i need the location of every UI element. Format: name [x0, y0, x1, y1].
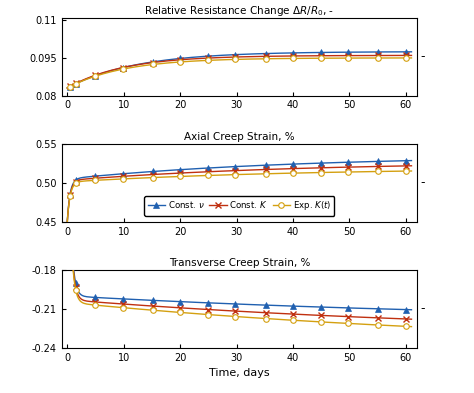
Const. $K$ [301, 53, 307, 58]
Const. $K$ [161, 305, 167, 309]
Exp. $K(t)$ [79, 299, 84, 304]
Const. $\nu$ [68, 229, 74, 234]
Const. $\nu$ [252, 302, 257, 307]
Line: Const. $K$: Const. $K$ [64, 34, 414, 322]
Const. $K$ [252, 167, 257, 172]
Const. $K$ [68, 232, 74, 237]
Exp. $K(t)$ [301, 319, 307, 323]
Exp. $K(t)$ [409, 324, 414, 329]
Const. $\nu$ [252, 51, 257, 56]
Line: Exp. $K(t)$: Exp. $K(t)$ [64, 34, 414, 329]
Text: -: - [421, 302, 425, 315]
Const. $K$ [150, 172, 156, 177]
Const. $\nu$ [64, 86, 70, 90]
Const. $K$ [64, 86, 70, 90]
Exp. $K(t)$ [252, 172, 257, 176]
Const. $\nu$ [79, 175, 84, 180]
Title: Relative Resistance Change $\Delta R/R_0$, -: Relative Resistance Change $\Delta R/R_0… [145, 4, 334, 18]
Const. $K$ [64, 219, 70, 224]
Const. $\nu$ [409, 50, 414, 54]
Exp. $K(t)$ [409, 55, 414, 60]
Exp. $K(t)$ [150, 308, 156, 312]
X-axis label: Time, days: Time, days [209, 368, 270, 378]
Exp. $K(t)$ [150, 62, 156, 67]
Const. $K$ [68, 188, 74, 193]
Const. $\nu$ [409, 158, 414, 163]
Text: -: - [421, 50, 425, 63]
Line: Exp. $K(t)$: Exp. $K(t)$ [64, 55, 414, 91]
Const. $\nu$ [161, 299, 167, 303]
Const. $\nu$ [79, 79, 84, 84]
Exp. $K(t)$ [161, 309, 167, 314]
Legend: Const. $\nu$, Const. $K$, Exp. $K(t)$: Const. $\nu$, Const. $K$, Exp. $K(t)$ [144, 196, 335, 216]
Const. $\nu$ [64, 35, 70, 39]
Const. $K$ [252, 310, 257, 314]
Exp. $K(t)$ [64, 35, 70, 39]
Exp. $K(t)$ [68, 84, 74, 88]
Const. $\nu$ [64, 219, 70, 224]
Const. $\nu$ [150, 169, 156, 174]
Exp. $K(t)$ [252, 316, 257, 320]
Const. $\nu$ [161, 58, 167, 62]
Exp. $K(t)$ [301, 56, 307, 61]
Exp. $K(t)$ [64, 86, 70, 90]
Const. $K$ [150, 304, 156, 309]
Line: Const. $K$: Const. $K$ [64, 53, 414, 91]
Const. $K$ [64, 35, 70, 39]
Const. $K$ [252, 54, 257, 59]
Const. $K$ [68, 83, 74, 88]
Line: Exp. $K(t)$: Exp. $K(t)$ [64, 168, 414, 224]
Const. $K$ [79, 177, 84, 182]
Exp. $K(t)$ [68, 189, 74, 194]
Exp. $K(t)$ [161, 61, 167, 66]
Const. $K$ [150, 60, 156, 65]
Const. $\nu$ [150, 59, 156, 64]
Const. $\nu$ [409, 307, 414, 312]
Const. $\nu$ [79, 292, 84, 297]
Const. $\nu$ [68, 84, 74, 88]
Line: Const. $K$: Const. $K$ [64, 163, 414, 224]
Exp. $K(t)$ [252, 57, 257, 61]
Title: Axial Creep Strain, %: Axial Creep Strain, % [184, 132, 295, 142]
Exp. $K(t)$ [161, 175, 167, 180]
Const. $\nu$ [161, 168, 167, 173]
Line: Const. $\nu$: Const. $\nu$ [64, 49, 414, 91]
Const. $K$ [301, 312, 307, 317]
Exp. $K(t)$ [150, 175, 156, 180]
Const. $K$ [161, 59, 167, 64]
Const. $\nu$ [301, 50, 307, 55]
Exp. $K(t)$ [79, 79, 84, 84]
Const. $K$ [409, 163, 414, 168]
Line: Const. $\nu$: Const. $\nu$ [64, 158, 414, 224]
Const. $K$ [409, 53, 414, 58]
Exp. $K(t)$ [301, 171, 307, 175]
Const. $K$ [161, 171, 167, 176]
Exp. $K(t)$ [64, 219, 70, 224]
Const. $\nu$ [68, 187, 74, 191]
Title: Transverse Creep Strain, %: Transverse Creep Strain, % [169, 259, 310, 268]
Const. $K$ [301, 166, 307, 171]
Const. $\nu$ [150, 298, 156, 303]
Const. $K$ [79, 79, 84, 83]
Exp. $K(t)$ [68, 234, 74, 239]
Line: Const. $\nu$: Const. $\nu$ [64, 34, 414, 312]
Const. $K$ [79, 297, 84, 301]
Exp. $K(t)$ [409, 169, 414, 173]
Text: -: - [421, 176, 425, 189]
Const. $\nu$ [301, 161, 307, 166]
Const. $K$ [409, 317, 414, 321]
Const. $\nu$ [252, 163, 257, 168]
Exp. $K(t)$ [79, 179, 84, 184]
Const. $\nu$ [301, 304, 307, 309]
